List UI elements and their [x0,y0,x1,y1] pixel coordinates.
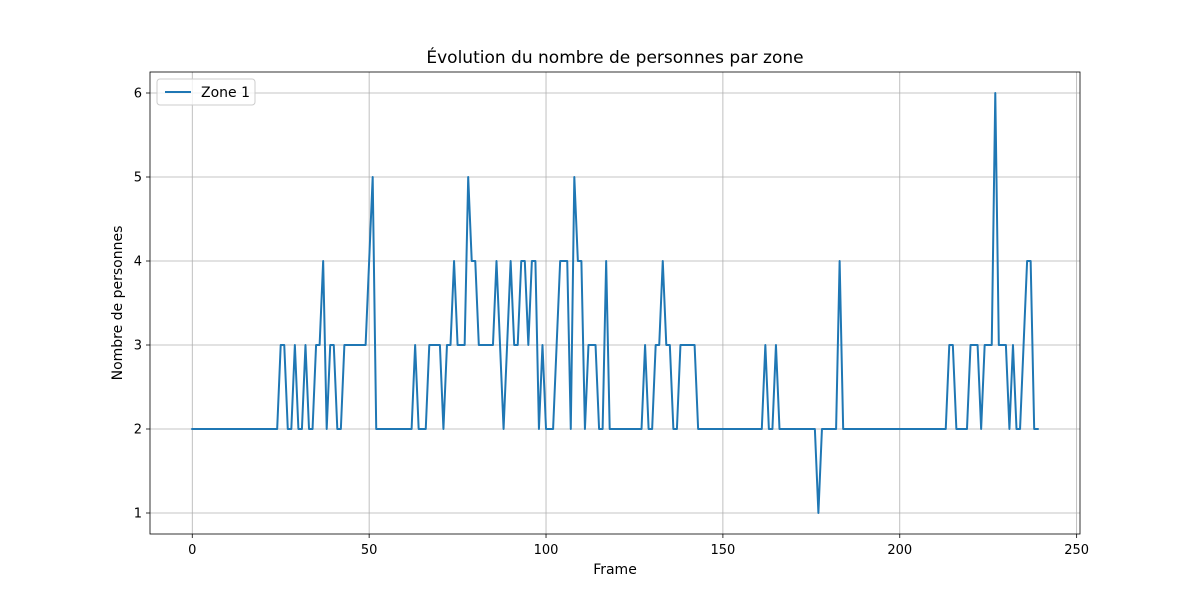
series-layer [191,92,1039,514]
y-axis-label: Nombre de personnes [110,226,126,381]
legend-box [156,78,256,106]
axis-ticks: 0 50 100 150 200 250 1 2 3 4 5 6 [134,87,1089,559]
y-tick-label: 6 [134,87,142,102]
plot-frame [149,71,1081,535]
y-tick-label: 1 [134,507,142,522]
x-tick-label: 100 [534,543,559,558]
x-tick-label: 50 [361,543,378,558]
legend: Zone 1 [156,78,256,106]
x-axis-label: Frame [593,562,637,578]
y-tick-label: 2 [134,423,142,438]
x-tick-label: 250 [1064,543,1089,558]
series-line-zone-1 [191,92,1039,514]
legend-label-zone-1: Zone 1 [201,85,250,101]
y-tick-label: 3 [134,339,142,354]
y-tick-label: 4 [134,255,142,270]
x-tick-label: 150 [710,543,735,558]
y-tick-label: 5 [134,171,142,186]
x-tick-label: 200 [887,543,912,558]
x-tick-label: 0 [188,543,196,558]
chart-title: Évolution du nombre de personnes par zon… [426,46,803,68]
